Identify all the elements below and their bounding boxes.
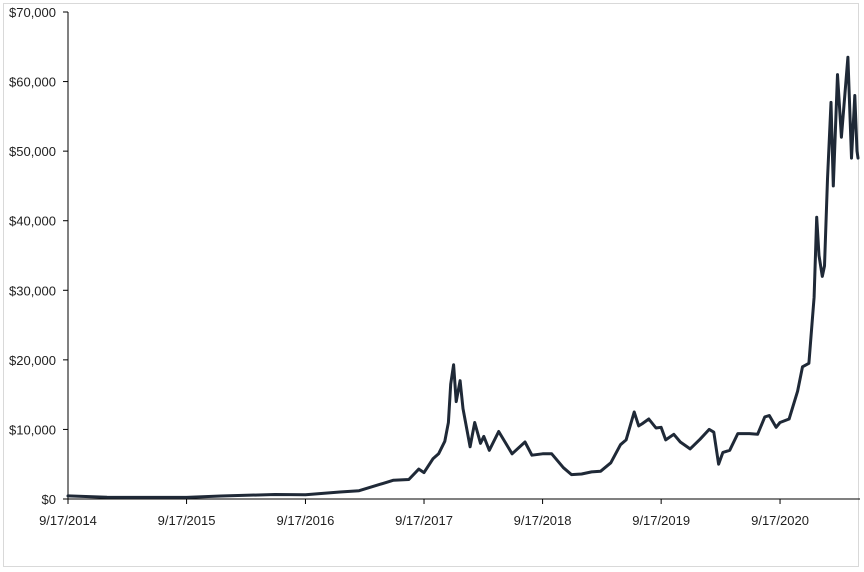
x-tick-label: 9/17/2020 — [751, 513, 809, 528]
y-tick-label: $0 — [42, 492, 56, 507]
x-tick-label: 9/17/2019 — [632, 513, 690, 528]
y-tick-label: $20,000 — [9, 353, 56, 368]
y-tick-label: $60,000 — [9, 75, 56, 90]
price-series-line — [66, 55, 860, 499]
x-tick-label: 9/17/2018 — [514, 513, 572, 528]
y-tick-label: $50,000 — [9, 144, 56, 159]
y-tick-label: $70,000 — [9, 5, 56, 20]
x-axis-ticks: 9/17/2014 9/17/2015 9/17/2016 9/17/2017 9/17… — [39, 499, 809, 528]
x-tick-label: 9/17/2014 — [39, 513, 97, 528]
y-tick-label: $30,000 — [9, 283, 56, 298]
y-tick-label: $40,000 — [9, 214, 56, 229]
x-tick-label: 9/17/2017 — [395, 513, 453, 528]
chart-frame — [3, 3, 859, 567]
y-tick-label: $10,000 — [9, 422, 56, 437]
x-tick-label: 9/17/2015 — [158, 513, 216, 528]
x-tick-label: 9/17/2016 — [277, 513, 335, 528]
y-axis-ticks: $0 $10,000 $20,000 $30,000 $40,000 $50,000 $60… — [9, 5, 68, 507]
